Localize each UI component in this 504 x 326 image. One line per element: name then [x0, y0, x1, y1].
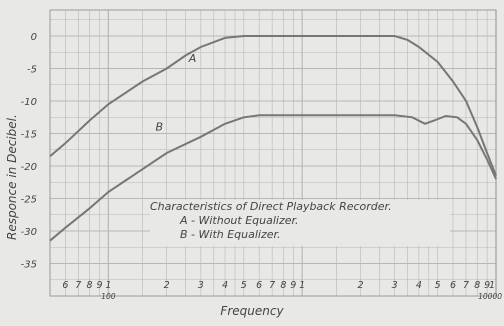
x-tick-label: 9 [484, 280, 490, 291]
y-tick-label: -30 [21, 227, 37, 238]
legend: Characteristics of Direct Playback Recor… [150, 200, 450, 246]
x-tick-label: 7 [463, 280, 469, 291]
y-tick-label: 0 [31, 32, 37, 43]
x-tick-label: 4 [416, 280, 422, 291]
x-tick-label: 6 [450, 280, 456, 291]
x-tick-label: 8 [87, 280, 93, 291]
y-axis-label: Responce in Decibel. [5, 114, 19, 240]
x-tick-label: 9 [96, 280, 102, 291]
y-tick-label: -25 [21, 195, 37, 206]
x-tick-label: 1 [299, 280, 305, 291]
curves [49, 35, 497, 242]
x-tick-label: 4 [222, 280, 228, 291]
plot-frame [49, 9, 497, 297]
x-tick-label: 9 [290, 280, 296, 291]
legend-line-b: B - With Equalizer. [180, 228, 281, 241]
x-tick-label: 7 [75, 280, 81, 291]
legend-line-a: A - Without Equalizer. [180, 214, 299, 227]
series-a-line [49, 35, 497, 177]
series-a-label: A [188, 52, 197, 65]
y-tick-label: -35 [21, 260, 37, 271]
x-tick-label: 8 [280, 280, 286, 291]
x-axis-label: Frequency [220, 304, 284, 318]
x-tick-label: 5 [241, 280, 247, 291]
x-tick-label: 1 [105, 280, 111, 291]
series-b-label: B [155, 120, 163, 133]
x-tick-label: 2 [164, 280, 170, 291]
series-b-line [49, 114, 497, 242]
x-tick-label: 6 [256, 280, 262, 291]
x-decade-label: 10000 [478, 292, 502, 301]
x-tick-label: 3 [198, 280, 204, 291]
y-tick-label: -20 [21, 162, 37, 173]
y-tick-labels: 0 -5 -10 -15 -20 -25 -30 -35 [21, 32, 37, 271]
y-tick-label: -15 [21, 130, 37, 141]
legend-title: Characteristics of Direct Playback Recor… [150, 200, 392, 213]
x-tick-label: 2 [357, 280, 363, 291]
x-tick-label: 7 [269, 280, 275, 291]
grid [49, 10, 497, 296]
x-tick-label: 1 [489, 280, 495, 291]
y-tick-label: -10 [21, 97, 37, 108]
x-tick-label: 6 [62, 280, 68, 291]
x-tick-label: 3 [392, 280, 398, 291]
y-tick-label: -5 [27, 65, 37, 76]
x-tick-label: 8 [474, 280, 480, 291]
series-labels: AB [155, 52, 196, 133]
x-tick-label: 5 [435, 280, 441, 291]
x-decade-label: 100 [101, 292, 116, 301]
